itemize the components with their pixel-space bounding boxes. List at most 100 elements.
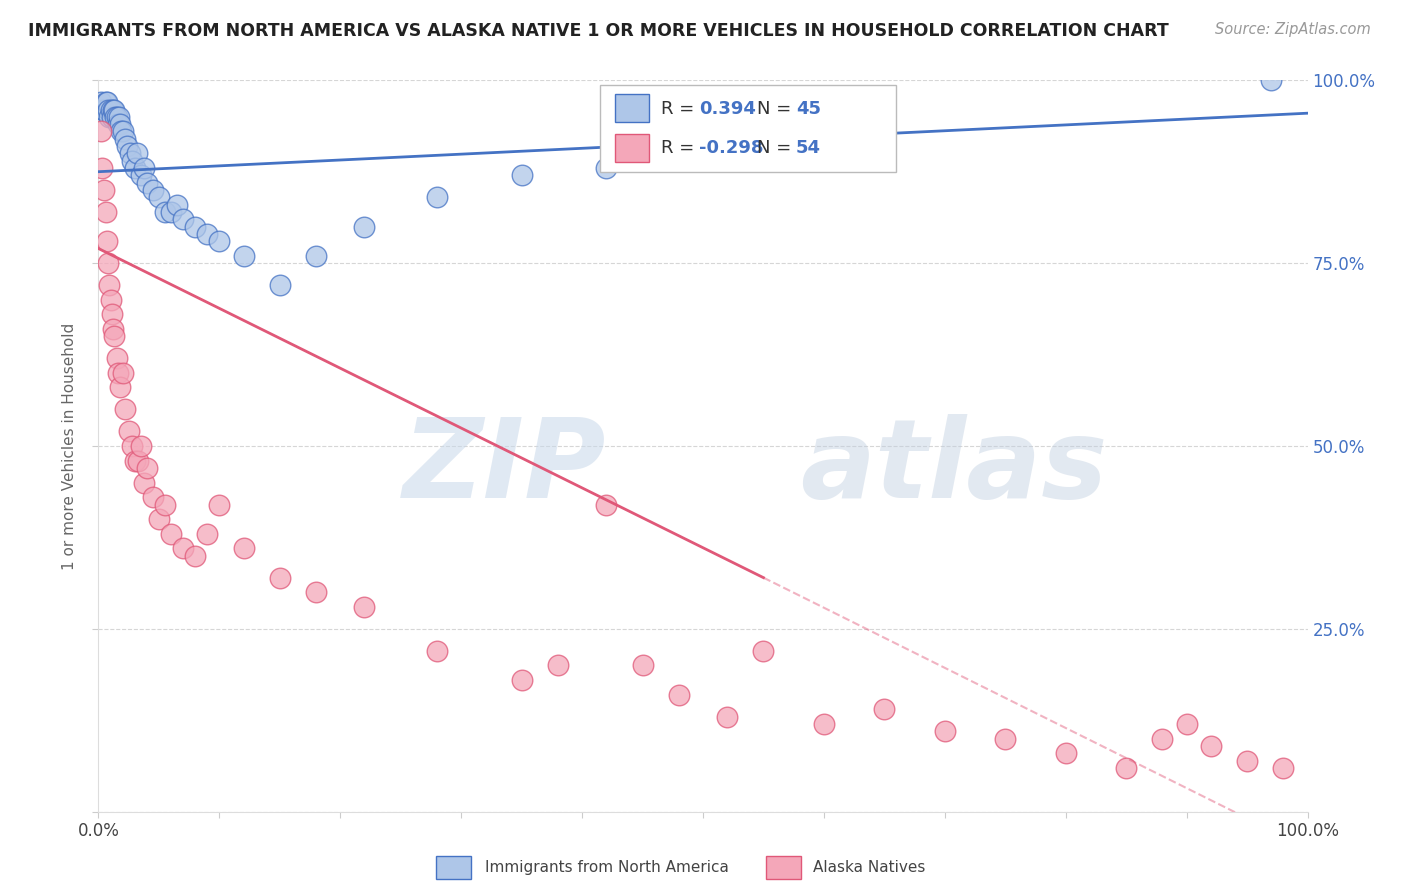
Point — [93, 103, 115, 117]
Point — [101, 103, 124, 117]
Text: Immigrants from North America: Immigrants from North America — [485, 860, 728, 874]
Point — [752, 644, 775, 658]
Point — [98, 278, 121, 293]
Point — [1054, 746, 1077, 760]
Text: N =: N = — [758, 139, 797, 157]
Point — [98, 110, 121, 124]
Point — [100, 307, 122, 321]
Point — [97, 256, 120, 270]
Point — [91, 161, 114, 175]
Point — [94, 205, 117, 219]
Point — [93, 183, 115, 197]
Point — [134, 475, 156, 490]
Text: 45: 45 — [796, 100, 821, 118]
Point — [1260, 73, 1282, 87]
FancyBboxPatch shape — [614, 94, 648, 122]
Point — [172, 541, 194, 556]
Point — [129, 439, 152, 453]
FancyBboxPatch shape — [600, 86, 897, 171]
Point — [232, 541, 254, 556]
Point — [595, 161, 617, 175]
Point — [90, 124, 112, 138]
Point — [160, 205, 183, 219]
Point — [172, 212, 194, 227]
Point — [269, 278, 291, 293]
Text: N =: N = — [758, 100, 797, 118]
Point — [124, 453, 146, 467]
Point — [114, 402, 136, 417]
Point — [426, 190, 449, 204]
Point — [148, 512, 170, 526]
Point — [121, 439, 143, 453]
Point — [142, 183, 165, 197]
Point — [269, 571, 291, 585]
Text: R =: R = — [661, 100, 700, 118]
Point — [1115, 761, 1137, 775]
Point — [752, 139, 775, 153]
Point — [510, 673, 533, 687]
Point — [1272, 761, 1295, 775]
Point — [135, 461, 157, 475]
Point — [118, 425, 141, 439]
Point — [91, 103, 114, 117]
Point — [118, 146, 141, 161]
Point — [934, 724, 956, 739]
Point — [426, 644, 449, 658]
FancyBboxPatch shape — [614, 134, 648, 161]
Point — [101, 322, 124, 336]
Point — [107, 117, 129, 131]
Point — [127, 146, 149, 161]
Text: 54: 54 — [796, 139, 821, 157]
Point — [153, 498, 176, 512]
Point — [631, 658, 654, 673]
Point — [142, 490, 165, 504]
Point — [94, 95, 117, 110]
Point — [105, 351, 128, 366]
Point — [90, 95, 112, 110]
Point — [100, 110, 122, 124]
Point — [153, 205, 176, 219]
Point — [104, 110, 127, 124]
Point — [184, 219, 207, 234]
Point — [208, 234, 231, 248]
Point — [129, 169, 152, 183]
Point — [96, 95, 118, 110]
Point — [195, 227, 218, 241]
Point — [353, 219, 375, 234]
Y-axis label: 1 or more Vehicles in Household: 1 or more Vehicles in Household — [62, 322, 77, 570]
Point — [716, 709, 738, 723]
Point — [1236, 754, 1258, 768]
Point — [208, 498, 231, 512]
Point — [305, 249, 328, 263]
Point — [195, 526, 218, 541]
Point — [160, 526, 183, 541]
Point — [97, 103, 120, 117]
Point — [148, 190, 170, 204]
Point — [1199, 739, 1222, 753]
Point — [232, 249, 254, 263]
Point — [547, 658, 569, 673]
Point — [1175, 717, 1198, 731]
Point — [108, 380, 131, 394]
Point — [813, 717, 835, 731]
Text: atlas: atlas — [800, 415, 1107, 522]
Point — [124, 161, 146, 175]
Point — [121, 153, 143, 168]
Point — [1152, 731, 1174, 746]
Point — [117, 139, 139, 153]
Point — [305, 585, 328, 599]
Point — [668, 688, 690, 702]
Point — [595, 498, 617, 512]
Point — [105, 110, 128, 124]
Point — [111, 366, 134, 380]
Point — [127, 453, 149, 467]
Point — [184, 549, 207, 563]
Point — [111, 124, 134, 138]
Text: -0.298: -0.298 — [699, 139, 763, 157]
Text: 0.394: 0.394 — [699, 100, 756, 118]
Text: IMMIGRANTS FROM NORTH AMERICA VS ALASKA NATIVE 1 OR MORE VEHICLES IN HOUSEHOLD C: IMMIGRANTS FROM NORTH AMERICA VS ALASKA … — [28, 22, 1168, 40]
Text: R =: R = — [661, 139, 700, 157]
Point — [107, 366, 129, 380]
Point — [100, 103, 122, 117]
Point — [135, 176, 157, 190]
